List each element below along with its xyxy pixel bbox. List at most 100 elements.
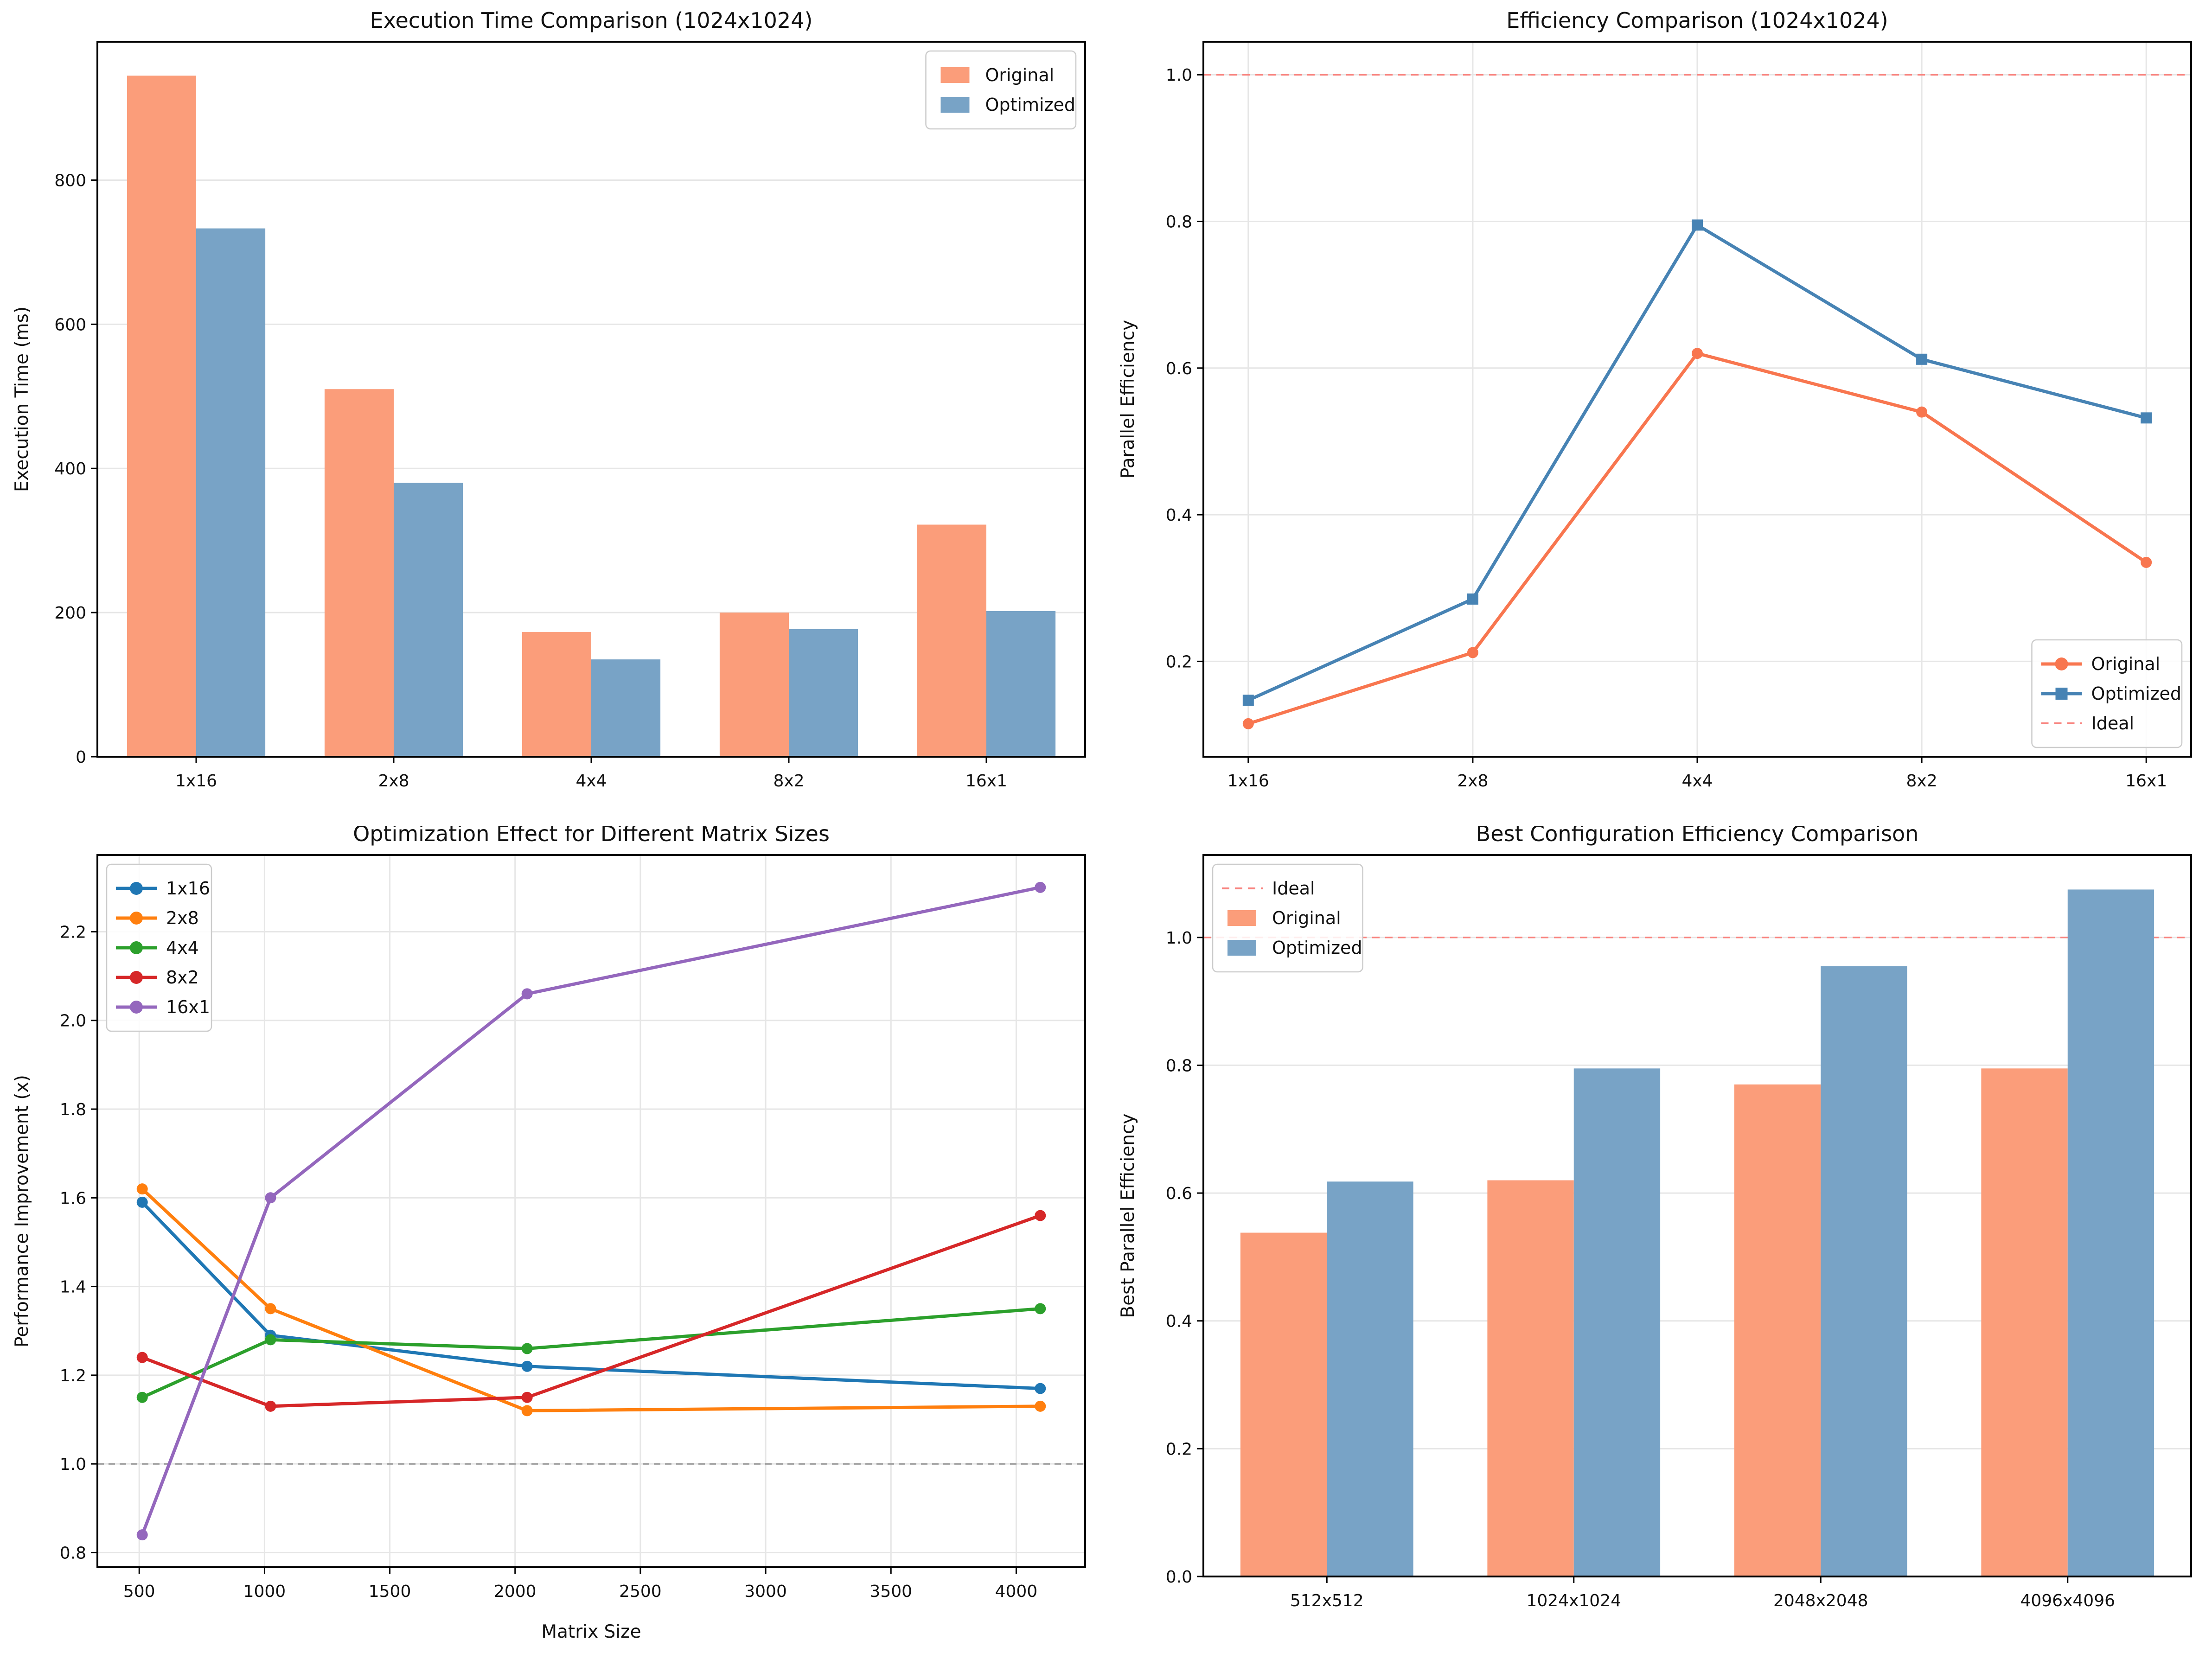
x-tick-label: 1000: [243, 1582, 286, 1601]
x-tick-label: 16x1: [965, 772, 1007, 791]
series-line: [141, 1214, 1041, 1408]
y-axis-label: Parallel Efficiency: [1118, 320, 1138, 479]
series-16x1: [136, 881, 1046, 1541]
point-1x16-2: [521, 1360, 533, 1372]
legend-label-4x4: 4x4: [166, 938, 199, 958]
legend: Ideal Original Optimized: [1212, 863, 1363, 973]
chart-title: Efficiency Comparison (1024x1024): [1506, 8, 1888, 33]
efficiency-chart-panel: 0.2 0.4 0.6 0.8 1.0 1x16 2x8 4x4 8x2 16x1 Efficien…: [1106, 0, 2212, 826]
y-tick-labels: 0 200 400 600 800: [54, 171, 86, 767]
series-4x4: [136, 1303, 1046, 1403]
y-tick-label: 0.8: [60, 1544, 86, 1563]
legend: Original Optimized Ideal: [2031, 639, 2183, 748]
x-tick-label: 1500: [369, 1582, 411, 1601]
point-original-4: [2141, 556, 2152, 568]
point-2x8-0: [136, 1183, 148, 1195]
y-tick-label: 2.0: [60, 1012, 86, 1031]
legend: Original Optimized: [925, 50, 1077, 130]
point-16x1-1: [265, 1192, 276, 1204]
gridlines: [97, 855, 1085, 1567]
legend-label-1x16: 1x16: [166, 878, 210, 899]
x-axis-label: Matrix Size: [541, 1621, 641, 1642]
bar-optimized-1024x1024: [1573, 1068, 1661, 1576]
point-16x1-0: [136, 1529, 148, 1541]
x-tick-label: 1x16: [175, 772, 217, 791]
y-axis-label: Performance Improvement (x): [12, 1075, 32, 1347]
x-tick-label: 4x4: [575, 772, 607, 791]
x-tick-label: 2x8: [1457, 772, 1488, 791]
point-2x8-1: [265, 1303, 276, 1315]
bar-optimized-4096x4096: [2067, 889, 2154, 1576]
legend-box: [2031, 639, 2183, 748]
legend-box: [925, 50, 1077, 130]
series-optimized: [1242, 219, 2152, 706]
series-original: [1242, 348, 2152, 729]
point-16x1-3: [1035, 881, 1046, 893]
x-tick-label: 1x16: [1227, 772, 1269, 791]
y-tick-labels: 0.2 0.4 0.6 0.8 1.0: [1166, 66, 1192, 671]
y-tick-label: 0.2: [1166, 1440, 1192, 1459]
legend-swatch-optimized: [940, 97, 970, 113]
chart-title: Best Configuration Efficiency Comparison: [1476, 826, 1919, 846]
tick-marks: [1197, 937, 2069, 1583]
y-tick-label: 0.8: [1166, 1056, 1192, 1075]
bar-original-1x16: [127, 76, 196, 757]
tick-marks: [91, 931, 1017, 1574]
tick-marks: [91, 179, 987, 763]
legend-marker: [130, 971, 143, 984]
chart-title: Execution Time Comparison (1024x1024): [370, 8, 813, 33]
legend-label-2x8: 2x8: [166, 908, 199, 928]
x-tick-label: 500: [123, 1582, 155, 1601]
y-tick-label: 1.0: [1166, 929, 1192, 948]
chart-title: Optimization Effect for Different Matrix…: [353, 826, 830, 846]
bar-original-512x512: [1240, 1232, 1327, 1576]
x-tick-labels: 1x16 2x8 4x4 8x2 16x1: [1227, 772, 2167, 791]
legend-marker: [130, 912, 143, 925]
y-tick-label: 800: [54, 171, 86, 190]
legend-swatch-optimized: [1227, 940, 1256, 956]
y-tick-label: 1.0: [60, 1455, 86, 1474]
y-tick-label: 0.2: [1166, 652, 1192, 671]
bar-optimized-16x1: [986, 611, 1056, 757]
bar-optimized-2x8: [394, 483, 463, 757]
bar-optimized-512x512: [1327, 1181, 1413, 1576]
series-optimized: [1327, 889, 2154, 1576]
x-tick-label: 512x512: [1290, 1591, 1364, 1610]
bar-original-4x4: [522, 632, 591, 757]
bar-optimized-4x4: [591, 659, 661, 757]
legend-label-original: Original: [985, 65, 1055, 85]
x-tick-label: 3000: [744, 1582, 787, 1601]
x-tick-label: 2000: [494, 1582, 537, 1601]
legend-label-16x1: 16x1: [166, 997, 210, 1017]
bar-original-16x1: [917, 524, 986, 757]
bar-optimized-8x2: [789, 629, 858, 757]
legend-label-original: Original: [2091, 654, 2161, 674]
legend-label-8x2: 8x2: [166, 967, 199, 988]
point-2x8-3: [1035, 1400, 1046, 1412]
point-8x2-2: [521, 1391, 533, 1403]
y-tick-label: 1.0: [1166, 66, 1192, 85]
x-tick-label: 1024x1024: [1526, 1591, 1621, 1610]
point-optimized-4: [2141, 412, 2152, 424]
y-tick-label: 2.2: [60, 923, 86, 942]
y-tick-label: 0.4: [1166, 1312, 1192, 1331]
y-tick-labels: 0.8 1.0 1.2 1.4 1.6 1.8 2.0 2.2: [60, 923, 86, 1563]
y-tick-label: 400: [54, 460, 86, 479]
point-4x4-2: [521, 1343, 533, 1354]
axes-spines: [96, 854, 1086, 1568]
point-1x16-3: [1035, 1383, 1046, 1394]
y-tick-label: 0.8: [1166, 212, 1192, 231]
point-optimized-3: [1916, 353, 1928, 365]
x-tick-label: 2x8: [378, 772, 409, 791]
legend-label-optimized: Optimized: [985, 95, 1076, 115]
point-original-2: [1692, 348, 1703, 359]
point-4x4-0: [136, 1391, 148, 1403]
optimization-effect-chart: 0.8 1.0 1.2 1.4 1.6 1.8 2.0 2.2 500 1000 1500 2000 2…: [12, 826, 1086, 1642]
legend-marker: [2055, 688, 2068, 700]
y-tick-labels: 0.0 0.2 0.4 0.6 0.8 1.0: [1166, 929, 1192, 1587]
legend-label-optimized: Optimized: [2091, 683, 2182, 704]
series-2x8: [136, 1183, 1046, 1417]
point-8x2-0: [136, 1352, 148, 1363]
y-tick-label: 600: [54, 315, 86, 334]
y-tick-label: 1.8: [60, 1100, 86, 1119]
